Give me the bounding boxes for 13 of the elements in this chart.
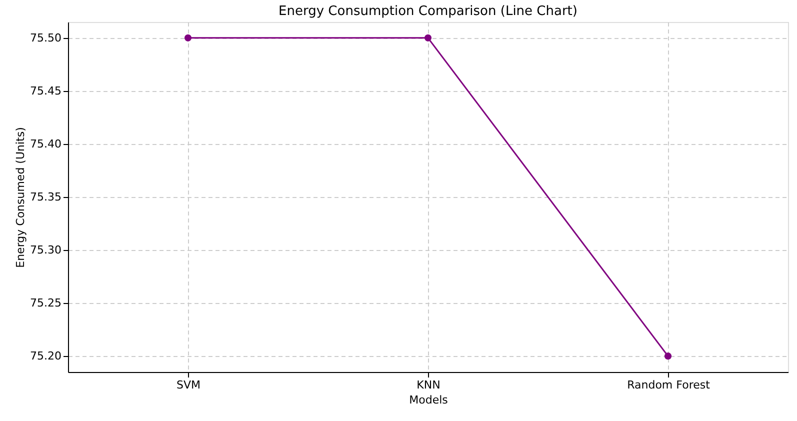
x-axis-title: Models: [409, 394, 448, 406]
x-tick-label: Random Forest: [627, 378, 711, 392]
y-tick-label: 75.50: [30, 31, 62, 44]
y-tick-label: 75.20: [30, 350, 62, 363]
chart-title: Energy Consumption Comparison (Line Chart): [278, 4, 578, 19]
y-tick-label: 75.40: [30, 137, 62, 150]
y-tick-label: 75.25: [30, 296, 62, 310]
y-tick-label: 75.30: [30, 244, 62, 257]
y-tick-label: 75.35: [30, 190, 62, 204]
y-axis-title: Energy Consumed (Units): [14, 127, 28, 268]
y-tick-label: 75.45: [30, 84, 62, 98]
x-tick-label: KNN: [416, 378, 440, 392]
x-tick-label: SVM: [176, 378, 200, 392]
